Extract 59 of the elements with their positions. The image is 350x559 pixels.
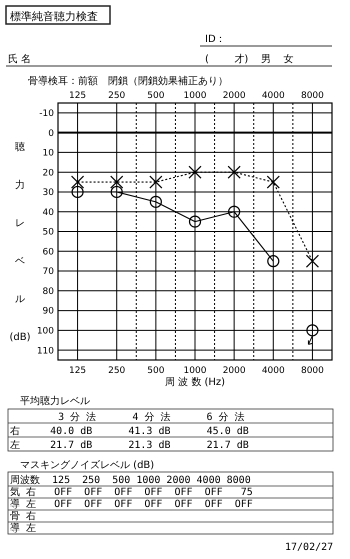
y-tick-label: 40	[42, 208, 54, 218]
y-tick-label: -10	[39, 109, 54, 120]
y-tick-label: 30	[42, 188, 54, 198]
point	[267, 255, 280, 268]
y-tick-label: 100	[36, 326, 54, 336]
text: 3 分 法 4 分 法 6 分 法	[10, 411, 245, 423]
category-label: 8000	[300, 366, 324, 376]
category-label: 2000	[222, 366, 246, 376]
text: 氏 名	[8, 53, 32, 65]
point	[228, 206, 240, 218]
point	[71, 186, 84, 198]
x-tick-label: 2000	[222, 91, 246, 101]
text: 平均聴力レベル	[20, 395, 90, 407]
text: 周波数 125 250 500 1000 2000 4000 8000	[10, 474, 251, 486]
text: マスキングノイズレベル (dB)	[20, 459, 154, 471]
y-tick-label: 90	[42, 306, 54, 317]
y-tick-label: 0	[48, 128, 54, 139]
point	[70, 175, 84, 189]
point	[266, 175, 280, 189]
point	[110, 186, 123, 198]
point	[306, 324, 319, 336]
x-tick-label: 4000	[262, 91, 286, 101]
point	[306, 254, 320, 268]
x-tick-label: 500	[147, 91, 165, 101]
category-label: 4000	[262, 366, 285, 376]
y-tick-label: 80	[42, 286, 54, 297]
y-tick-label: 20	[42, 168, 54, 178]
x-tick-label: 250	[108, 91, 126, 101]
category-label: 125	[68, 366, 86, 376]
category-label: 250	[108, 366, 126, 376]
y-tick-label: 70	[42, 267, 54, 278]
point	[149, 175, 162, 189]
text: 導 左 OFF OFF OFF OFF OFF OFF OFF	[10, 498, 253, 510]
text: 聴力レベル(dB)	[9, 142, 31, 343]
y-tick-label: 60	[42, 247, 54, 258]
text: 17/02/27	[285, 542, 334, 553]
text: 骨導検耳：前額 閉鎖（閉鎖効果補正あり）	[28, 75, 228, 87]
x-tick-label: 125	[68, 91, 86, 101]
point	[188, 166, 202, 179]
category-label: 1000	[184, 366, 206, 376]
text: 左 21.7 dB 21.3 dB 21.7 dB	[10, 439, 249, 451]
point	[188, 216, 202, 228]
point	[228, 166, 241, 179]
y-tick-label: 50	[42, 228, 54, 238]
text: 右 40.0 dB 41.3 dB 45.0 dB	[10, 426, 249, 437]
text: ( 才) 男 女	[205, 53, 294, 65]
category-label: 500	[147, 366, 164, 376]
text: 導 左	[10, 522, 36, 534]
x-axis-title: 周 波 数 (Hz)	[164, 376, 226, 388]
y-tick-label: 10	[42, 148, 54, 159]
point	[150, 196, 162, 208]
text: 気 右 OFF OFF OFF OFF OFF OFF 75	[10, 487, 253, 498]
text: ID：	[205, 34, 226, 45]
point	[110, 175, 124, 189]
x-tick-label: 8000	[300, 91, 324, 101]
y-tick-label: 110	[36, 346, 54, 356]
chart-title: 標準純音聴力検査	[10, 10, 98, 23]
text: 骨 右	[10, 511, 36, 522]
x-tick-label: 1000	[184, 91, 207, 101]
